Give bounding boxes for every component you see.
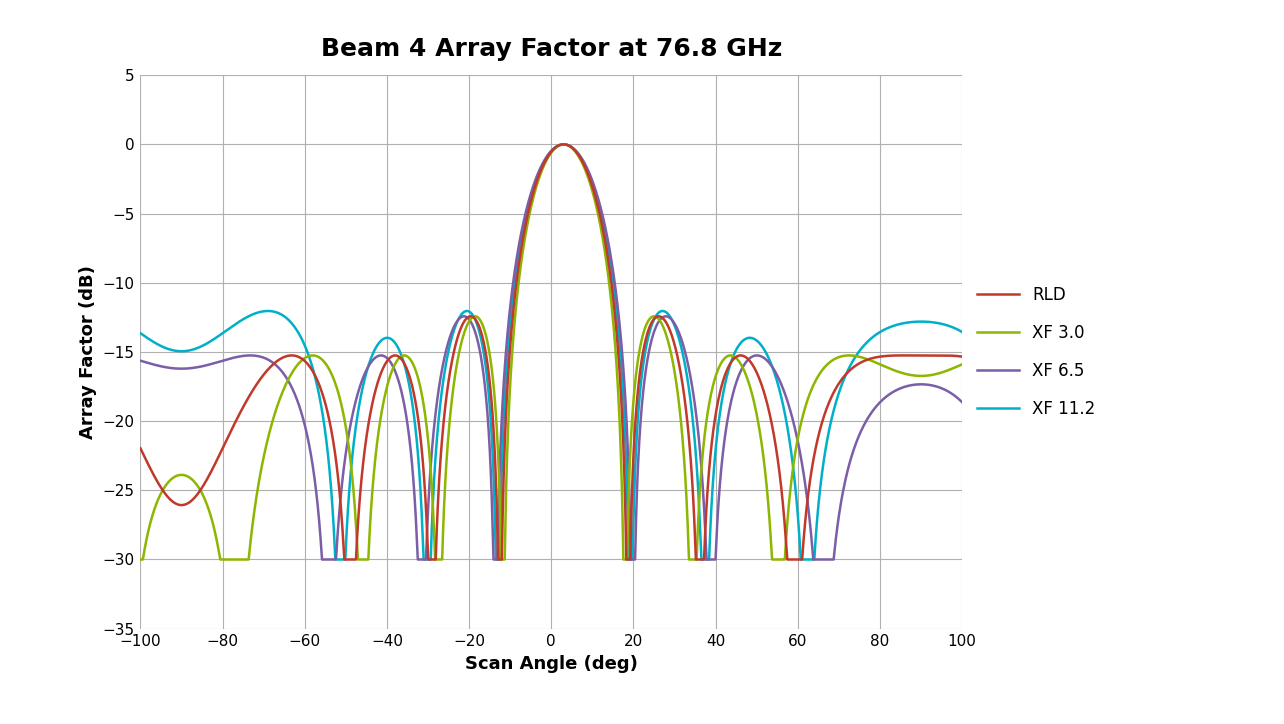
XF 11.2 (556, 140, 571, 148)
X-axis label: Scan Angle (deg): Scan Angle (deg) (465, 654, 638, 673)
XF 11.2 (327, 555, 343, 564)
XF 6.5 (742, 354, 758, 363)
XF 6.5 (132, 356, 148, 365)
RLD (786, 555, 801, 564)
Line: XF 11.2: XF 11.2 (140, 144, 962, 560)
RLD (175, 501, 190, 510)
XF 11.2 (175, 347, 190, 355)
XF 11.2 (132, 329, 148, 337)
XF 11.2 (655, 307, 670, 316)
XF 3.0 (175, 471, 190, 479)
XF 6.5 (430, 390, 446, 398)
XF 6.5 (954, 398, 969, 407)
Line: XF 3.0: XF 3.0 (140, 144, 962, 560)
XF 3.0 (655, 321, 670, 330)
RLD (619, 555, 634, 564)
RLD (132, 444, 148, 452)
RLD (954, 353, 969, 361)
XF 11.2 (954, 328, 969, 337)
XF 3.0 (132, 555, 148, 564)
XF 6.5 (786, 419, 801, 428)
XF 6.5 (619, 424, 634, 432)
XF 6.5 (175, 364, 190, 373)
Y-axis label: Array Factor (dB): Array Factor (dB) (80, 265, 98, 439)
XF 6.5 (556, 140, 571, 148)
XF 3.0 (742, 382, 758, 390)
XF 6.5 (315, 555, 330, 564)
Title: Beam 4 Array Factor at 76.8 GHz: Beam 4 Array Factor at 76.8 GHz (321, 37, 782, 61)
XF 3.0 (619, 555, 634, 564)
XF 6.5 (655, 313, 670, 321)
RLD (430, 497, 446, 505)
XF 3.0 (556, 140, 571, 148)
XF 3.0 (786, 460, 801, 468)
RLD (336, 555, 352, 564)
RLD (655, 313, 670, 322)
XF 11.2 (786, 468, 801, 476)
XF 11.2 (430, 421, 446, 430)
XF 11.2 (619, 481, 634, 489)
XF 3.0 (430, 555, 446, 564)
XF 11.2 (742, 334, 758, 342)
RLD (556, 140, 571, 148)
RLD (742, 357, 758, 366)
Line: XF 6.5: XF 6.5 (140, 144, 962, 560)
Legend: RLD, XF 3.0, XF 6.5, XF 11.2: RLD, XF 3.0, XF 6.5, XF 11.2 (971, 279, 1102, 424)
Line: RLD: RLD (140, 144, 962, 560)
XF 3.0 (954, 360, 969, 369)
